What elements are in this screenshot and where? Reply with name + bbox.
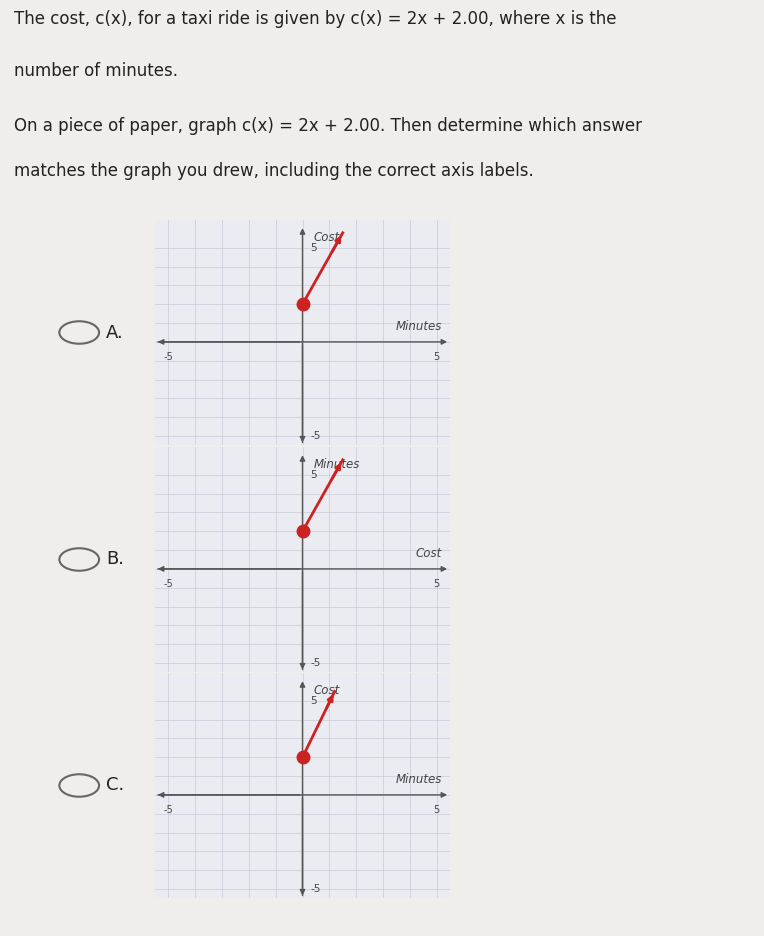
Text: C.: C. [106, 777, 125, 795]
Text: -5: -5 [310, 884, 321, 894]
Text: -5: -5 [163, 805, 173, 815]
Text: 5: 5 [310, 470, 317, 480]
Text: 5: 5 [310, 242, 317, 253]
Text: Cost: Cost [313, 684, 339, 697]
Text: Minutes: Minutes [396, 773, 442, 786]
Text: Minutes: Minutes [396, 320, 442, 333]
Text: -5: -5 [310, 431, 321, 441]
Text: A.: A. [106, 324, 124, 342]
Text: Minutes: Minutes [313, 458, 360, 471]
Text: matches the graph you drew, including the correct axis labels.: matches the graph you drew, including th… [14, 162, 533, 180]
Text: 5: 5 [310, 695, 317, 706]
Text: B.: B. [106, 550, 124, 568]
Text: 5: 5 [433, 579, 440, 590]
Text: 5: 5 [433, 805, 440, 815]
Text: Cost: Cost [313, 231, 339, 244]
Text: The cost, c(x), for a taxi ride is given by c(x) = 2x + 2.00, where x is the: The cost, c(x), for a taxi ride is given… [14, 9, 617, 28]
Text: Cost: Cost [416, 548, 442, 561]
Text: -5: -5 [310, 658, 321, 668]
Text: On a piece of paper, graph c(x) = 2x + 2.00. Then determine which answer: On a piece of paper, graph c(x) = 2x + 2… [14, 117, 642, 135]
Text: 5: 5 [433, 352, 440, 362]
Text: number of minutes.: number of minutes. [14, 63, 178, 80]
Text: -5: -5 [163, 579, 173, 590]
Text: -5: -5 [163, 352, 173, 362]
